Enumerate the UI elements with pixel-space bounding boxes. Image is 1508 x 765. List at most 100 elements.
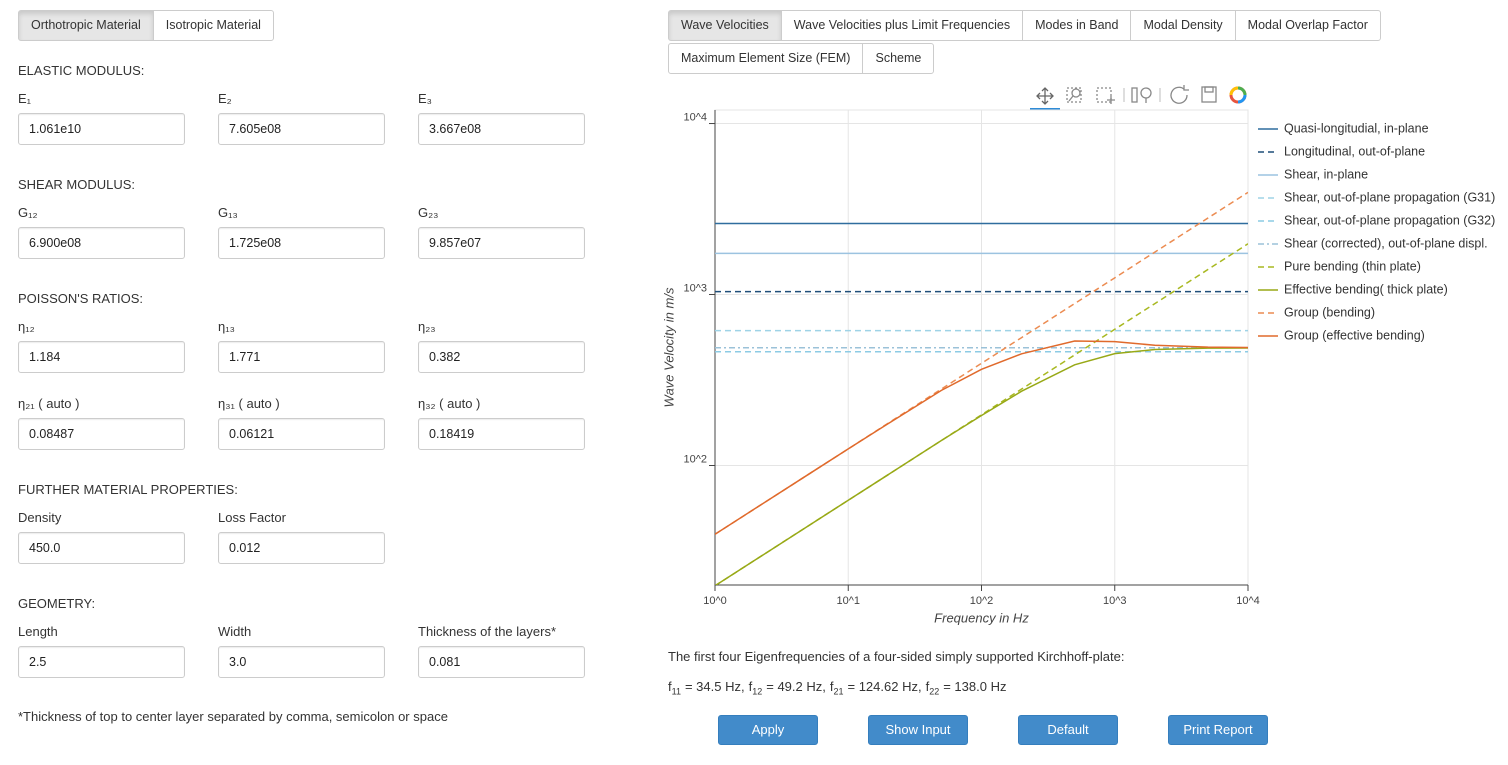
bokeh-logo[interactable] (1229, 86, 1247, 104)
field-label: η₂₃ (418, 319, 436, 334)
tab[interactable]: Maximum Element Size (FEM) (668, 43, 864, 74)
x-tick-label: 10^1 (836, 595, 860, 607)
field-label: Loss Factor (218, 510, 286, 525)
tab[interactable]: Modal Overlap Factor (1234, 10, 1381, 41)
text-input[interactable]: 6.900e08 (18, 227, 185, 259)
hover-tool[interactable] (1131, 87, 1152, 103)
text-input[interactable]: 0.18419 (418, 418, 585, 450)
eigen-value: = 34.5 Hz, (684, 679, 745, 694)
material-tabs: Orthotropic Material Isotropic Material (18, 10, 274, 41)
legend-label: Effective bending( thick plate) (1284, 282, 1448, 296)
toolbar (1030, 85, 1247, 110)
button[interactable]: Print Report (1168, 715, 1268, 745)
x-axis-label: Frequency in Hz (934, 610, 1029, 625)
legend-label: Group (effective bending) (1284, 328, 1425, 342)
y-tick-label: 10^2 (683, 453, 707, 465)
field-label: η₃₁ ( auto ) (218, 396, 280, 411)
tab[interactable]: Modal Density (1130, 10, 1236, 41)
text-input[interactable]: 3.0 (218, 646, 385, 678)
y-tick-label: 10^4 (683, 111, 707, 123)
footnote: *Thickness of top to center layer separa… (18, 709, 448, 724)
section-title: SHEAR MODULUS: (18, 177, 136, 192)
tab[interactable]: Orthotropic Material (18, 10, 154, 41)
x-tick-label: 10^0 (703, 595, 727, 607)
field-label: E₃ (418, 91, 432, 106)
text-input[interactable]: 0.382 (418, 341, 585, 373)
eigen-value: = 124.62 Hz, (847, 679, 922, 694)
legend-label: Shear (corrected), out-of-plane displ. (1284, 236, 1488, 250)
text-input[interactable]: 1.725e08 (218, 227, 385, 259)
field-label: Density (18, 510, 62, 525)
legend-label: Pure bending (thin plate) (1284, 259, 1421, 273)
text-input[interactable]: 0.08487 (18, 418, 185, 450)
legend-label: Longitudinal, out-of-plane (1284, 144, 1425, 158)
tab[interactable]: Scheme (862, 43, 935, 74)
text-input[interactable]: 1.771 (218, 341, 385, 373)
field-label: E₁ (18, 91, 32, 106)
series-line (715, 340, 1248, 535)
x-tick-label: 10^3 (1103, 595, 1127, 607)
eigen-symbol: f (668, 679, 672, 694)
eigen-value: = 138.0 Hz (943, 679, 1007, 694)
legend-label: Shear, in-plane (1284, 167, 1368, 181)
field-label: η₁₃ (218, 319, 235, 334)
field-label: G₁₃ (218, 205, 238, 220)
eigen-index: 21 (833, 686, 844, 697)
eigen-symbol: f (925, 679, 930, 694)
tab[interactable]: Isotropic Material (152, 10, 274, 41)
section-title: POISSON'S RATIOS: (18, 291, 144, 306)
legend-label: Shear, out-of-plane propagation (G31) (1284, 190, 1495, 204)
field-label: η₁₂ (18, 319, 35, 334)
field-label: E₂ (218, 91, 232, 106)
y-axis-label: Wave Velocity in m/s (661, 287, 676, 407)
zoom-tool[interactable] (1066, 87, 1082, 103)
field-label: Thickness of the layers* (418, 624, 557, 639)
field-label: η₂₁ ( auto ) (18, 396, 80, 411)
tab[interactable]: Modes in Band (1022, 10, 1132, 41)
button[interactable]: Apply (718, 715, 818, 745)
x-tick-label: 10^2 (970, 595, 994, 607)
text-input[interactable]: 2.5 (18, 646, 185, 678)
field-label: G₁₂ (18, 205, 38, 220)
tab[interactable]: Wave Velocities plus Limit Frequencies (780, 10, 1024, 41)
text-input[interactable]: 1.184 (18, 341, 185, 373)
text-input[interactable]: 0.012 (218, 532, 385, 564)
series-line (715, 347, 1248, 585)
legend-label: Shear, out-of-plane propagation (G32) (1284, 213, 1495, 227)
eigen-index: 12 (752, 686, 763, 697)
eigen-intro: The first four Eigenfrequencies of a fou… (668, 649, 1125, 664)
button[interactable]: Show Input (868, 715, 968, 745)
legend-label: Group (bending) (1284, 305, 1375, 319)
eigen-list: f11 = 34.5 Hz, f12 = 49.2 Hz, f21 = 124.62 Hz… (668, 679, 1010, 697)
text-input[interactable]: 450.0 (18, 532, 185, 564)
box-select-tool[interactable] (1096, 87, 1115, 104)
legend-label: Quasi-longitudial, in-plane (1284, 121, 1429, 135)
eigen-index: 11 (671, 686, 681, 697)
x-tick-label: 10^4 (1236, 595, 1260, 607)
tab[interactable]: Wave Velocities (668, 10, 782, 41)
text-input[interactable]: 3.667e08 (418, 113, 585, 145)
section-title: FURTHER MATERIAL PROPERTIES: (18, 482, 238, 497)
chart: 10^0 10^1 10^2 10^3 10^4 10^2 10^3 10^4 Frequenc… (661, 85, 1495, 625)
reset-tool[interactable] (1170, 85, 1189, 104)
button[interactable]: Default (1018, 715, 1118, 745)
text-input[interactable]: 0.081 (418, 646, 585, 678)
text-input[interactable]: 7.605e08 (218, 113, 385, 145)
save-tool[interactable] (1201, 86, 1217, 103)
field-label: Width (218, 624, 252, 639)
pan-tool[interactable] (1030, 87, 1060, 110)
section-title: GEOMETRY: (18, 596, 96, 611)
plot-tabs: Wave Velocities Wave Velocities plus Limi… (668, 10, 1381, 41)
eigen-symbol: f (748, 679, 753, 694)
field-label: η₃₂ ( auto ) (418, 396, 481, 411)
plot-tabs: Maximum Element Size (FEM) Scheme (668, 43, 935, 74)
y-tick-label: 10^3 (683, 282, 707, 294)
text-input[interactable]: 1.061e10 (18, 113, 185, 145)
field-label: Length (18, 624, 58, 639)
eigen-value: = 49.2 Hz, (766, 679, 826, 694)
eigen-symbol: f (829, 679, 834, 694)
series-layer (715, 191, 1248, 585)
text-input[interactable]: 0.06121 (218, 418, 385, 450)
text-input[interactable]: 9.857e07 (418, 227, 585, 259)
